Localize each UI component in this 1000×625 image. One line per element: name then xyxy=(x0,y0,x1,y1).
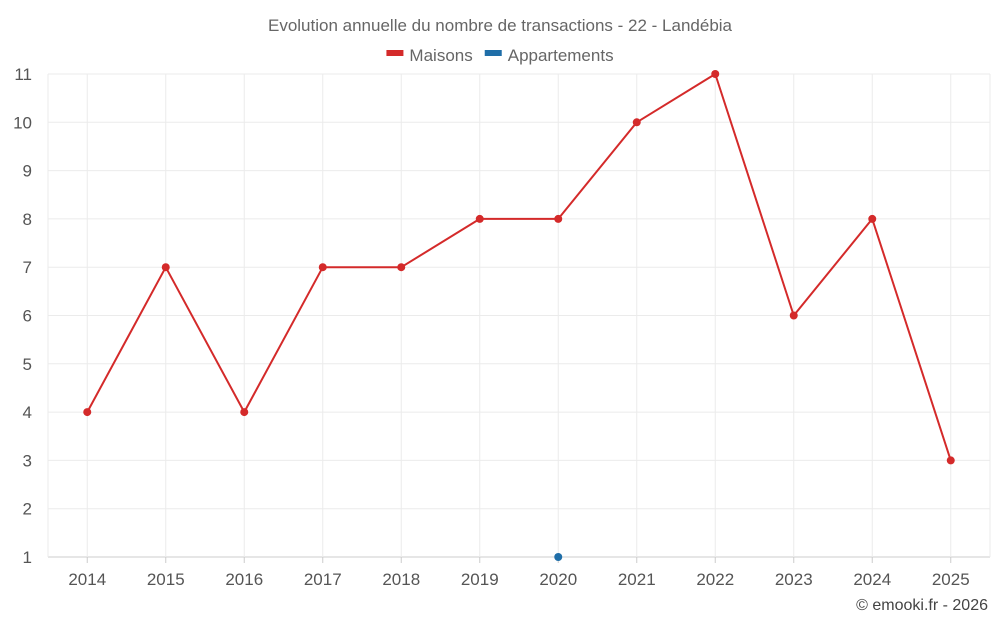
x-tick-label: 2019 xyxy=(461,570,499,589)
x-tick-label: 2021 xyxy=(618,570,656,589)
data-point-maisons[interactable] xyxy=(475,214,484,223)
series-line-maisons xyxy=(86,73,952,461)
y-tick-label: 3 xyxy=(23,451,32,470)
data-point-maisons[interactable] xyxy=(868,214,877,223)
data-point-maisons[interactable] xyxy=(711,70,720,78)
data-point-maisons[interactable] xyxy=(83,408,92,417)
data-point-maisons[interactable] xyxy=(632,118,641,127)
data-point-maisons[interactable] xyxy=(318,263,327,272)
legend-item-maisons[interactable]: Maisons xyxy=(386,46,473,65)
y-tick-label: 11 xyxy=(14,65,32,84)
y-tick-label: 9 xyxy=(23,162,32,181)
x-axis: 2014 2015 2016 2017 2018 2019 2020 2021 2022 2023… xyxy=(68,557,970,589)
legend-label: Maisons xyxy=(409,46,472,65)
x-tick-label: 2020 xyxy=(539,570,577,589)
data-point-maisons[interactable] xyxy=(946,456,955,465)
chart-title: Evolution annuelle du nombre de transact… xyxy=(268,16,733,35)
y-tick-label: 4 xyxy=(23,403,32,422)
data-point-appartements[interactable] xyxy=(554,553,563,561)
data-point-maisons[interactable] xyxy=(240,408,249,417)
legend[interactable]: Maisons Appartements xyxy=(386,46,614,65)
y-tick-label: 2 xyxy=(23,500,32,519)
x-tick-label: 2023 xyxy=(775,570,813,589)
data-point-maisons[interactable] xyxy=(789,311,798,320)
grid xyxy=(47,73,991,558)
data-point-maisons[interactable] xyxy=(554,214,563,223)
x-tick-label: 2025 xyxy=(932,570,970,589)
credit-text: © emooki.fr - 2026 xyxy=(856,597,988,614)
data-point-maisons[interactable] xyxy=(397,263,406,272)
legend-swatch xyxy=(386,50,404,56)
x-tick-label: 2018 xyxy=(382,570,420,589)
x-tick-label: 2017 xyxy=(304,570,342,589)
legend-item-appartements[interactable]: Appartements xyxy=(484,46,614,65)
y-tick-label: 10 xyxy=(13,113,32,132)
data-point-maisons[interactable] xyxy=(161,263,170,272)
y-tick-label: 1 xyxy=(23,548,32,567)
y-tick-label: 8 xyxy=(23,210,32,229)
x-tick-label: 2014 xyxy=(68,570,106,589)
x-tick-label: 2022 xyxy=(696,570,734,589)
y-axis: 1 2 3 4 5 6 7 8 9 10 11 xyxy=(13,65,32,567)
y-tick-label: 5 xyxy=(23,355,32,374)
x-tick-label: 2015 xyxy=(147,570,185,589)
series-group xyxy=(83,70,955,561)
x-tick-label: 2024 xyxy=(853,570,891,589)
y-tick-label: 7 xyxy=(23,258,32,277)
legend-label: Appartements xyxy=(508,46,614,65)
legend-swatch xyxy=(484,50,502,56)
x-tick-label: 2016 xyxy=(225,570,263,589)
y-tick-label: 6 xyxy=(23,307,32,326)
